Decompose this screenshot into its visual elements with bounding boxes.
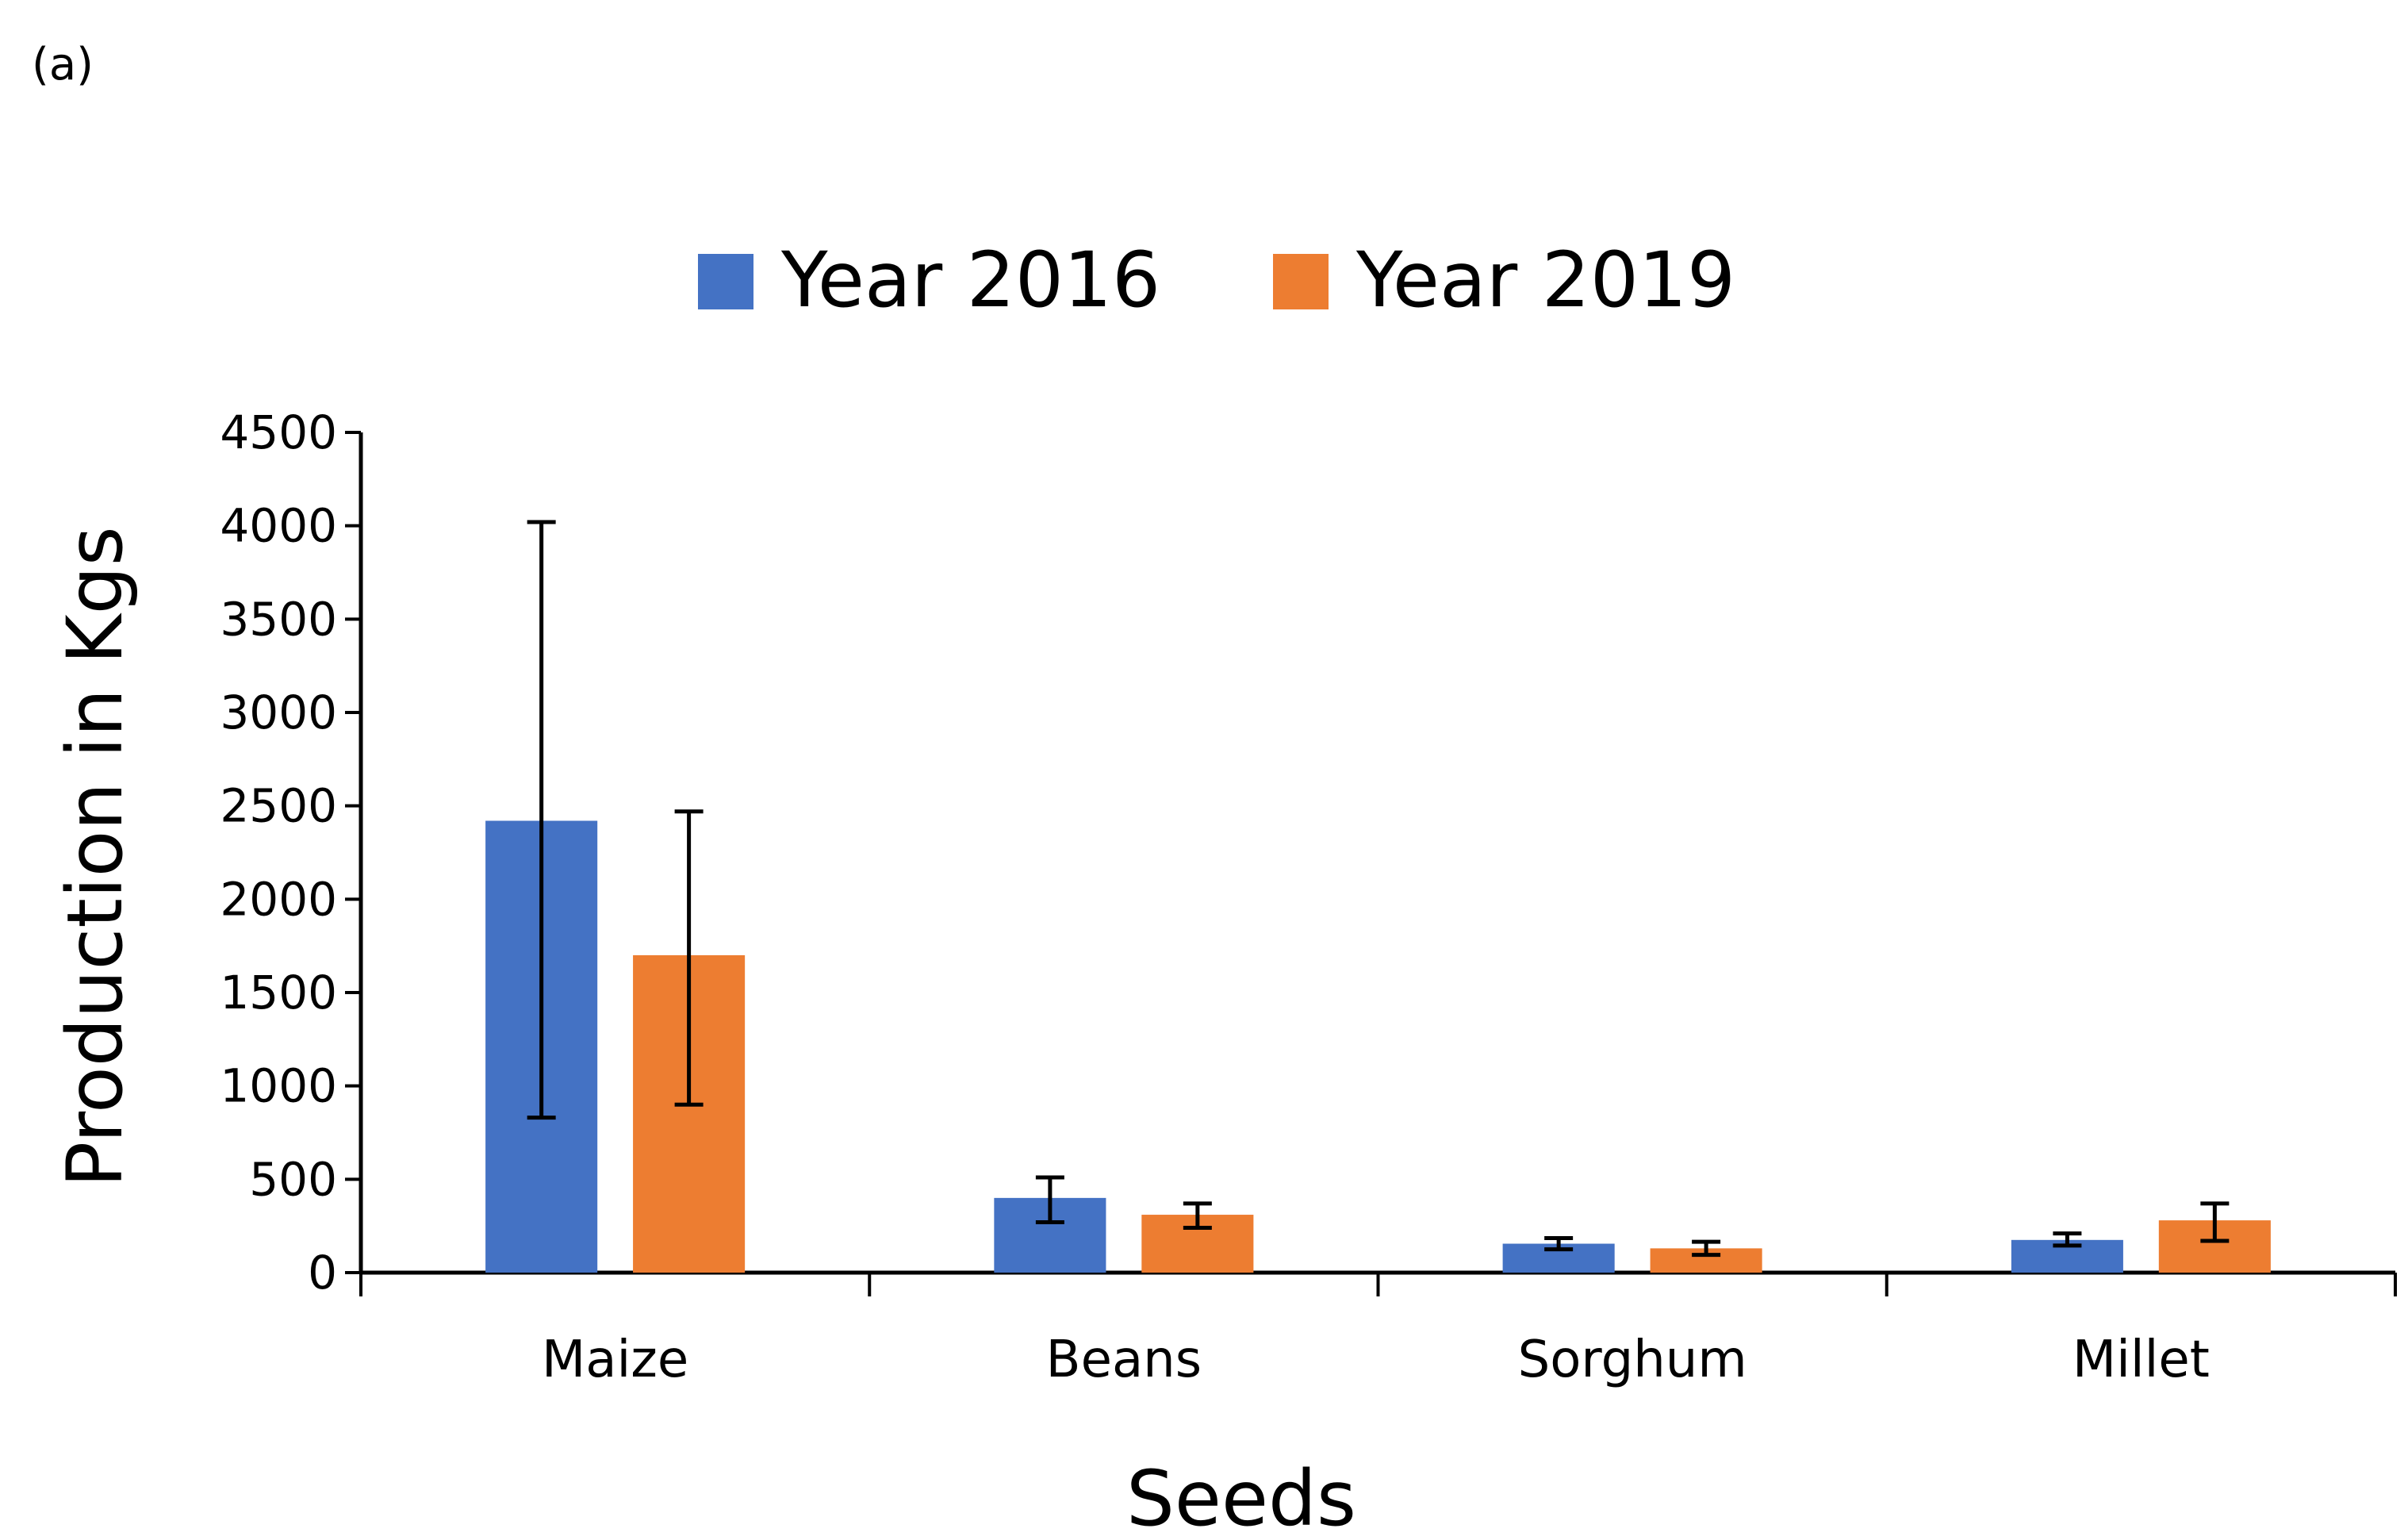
legend: Year 2016 Year 2019: [698, 236, 1735, 325]
legend-swatch-year-2016: [698, 254, 753, 309]
y-tick-label: 4500: [220, 405, 337, 459]
legend-label-year-2016: Year 2016: [780, 236, 1160, 325]
legend-label-year-2019: Year 2019: [1355, 236, 1735, 325]
panel-label: (a): [32, 39, 94, 90]
y-tick-label: 2500: [220, 779, 337, 833]
y-tick-label: 0: [308, 1246, 337, 1300]
y-tick-label: 3500: [220, 592, 337, 646]
legend-swatch-year-2019: [1273, 254, 1329, 309]
x-category-label-maize: Maize: [542, 1331, 688, 1389]
x-category-label-beans: Beans: [1046, 1331, 1202, 1389]
y-tick-label: 2000: [220, 872, 337, 926]
y-tick-label: 4000: [220, 499, 337, 553]
y-tick-label: 1500: [220, 966, 337, 1020]
x-axis-title: Seeds: [1126, 1454, 1356, 1540]
plot-area: 0 500 1000 1500 2000 2500 3000 3500 4000 4500 Maiz…: [220, 405, 2397, 1389]
x-category-label-millet: Millet: [2072, 1331, 2210, 1389]
y-tick-label: 3000: [220, 686, 337, 739]
x-category-label-sorghum: Sorghum: [1518, 1331, 1747, 1389]
y-tick-label: 500: [249, 1152, 337, 1206]
y-tick-label: 1000: [220, 1059, 337, 1113]
y-axis-title: Production in Kgs: [51, 526, 140, 1187]
